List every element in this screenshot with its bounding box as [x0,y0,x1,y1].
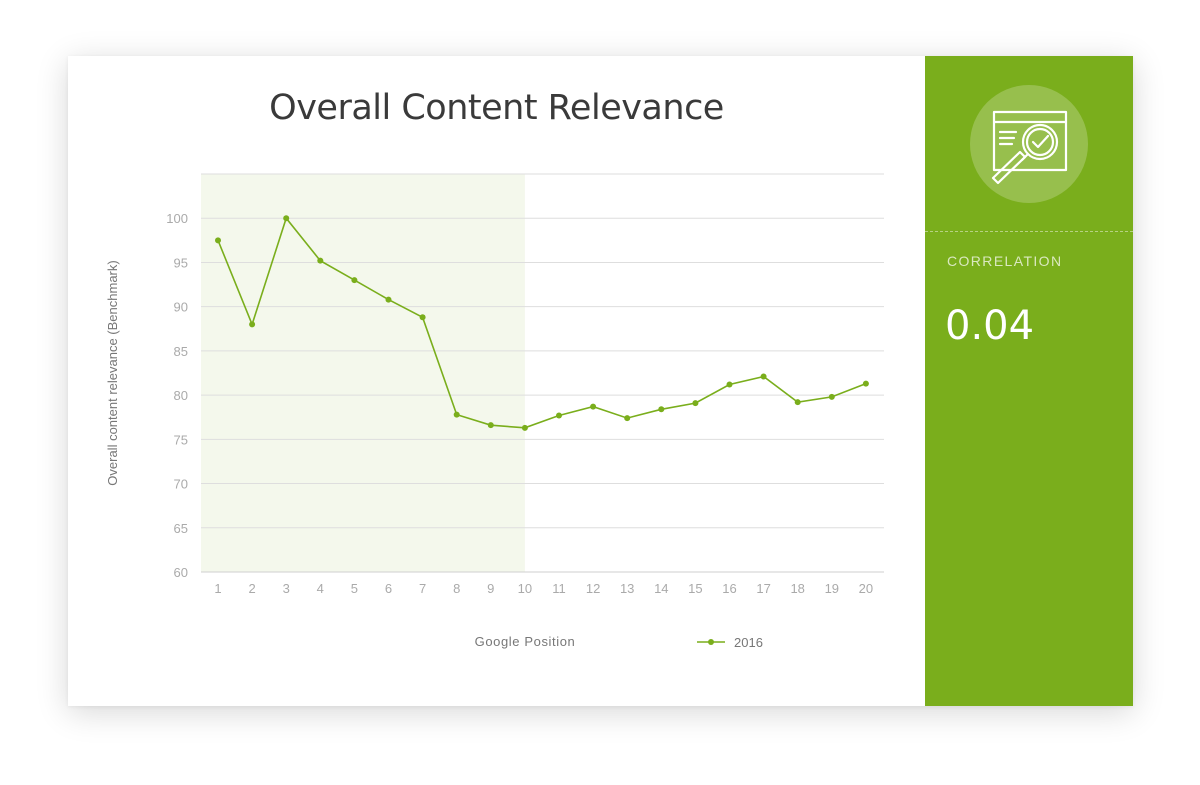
y-tick-label: 60 [174,565,188,580]
correlation-panel: CORRELATION 0.04 [925,56,1133,706]
series-line-2016 [217,216,867,429]
data-point [453,411,460,418]
data-point [590,403,597,410]
x-tick-label: 13 [620,581,634,596]
x-tick-label: 1 [214,581,221,596]
highlight-region [201,174,525,572]
data-point [487,422,494,429]
x-tick-label: 19 [825,581,839,596]
x-tick-label: 20 [859,581,873,596]
y-tick-label: 85 [174,344,188,359]
correlation-label: CORRELATION [947,253,1063,269]
x-tick-label: 4 [317,581,324,596]
panel-divider [925,231,1133,232]
data-point [828,393,835,400]
data-point [215,237,221,244]
data-point [521,424,528,431]
y-tick-label: 70 [174,477,188,492]
x-tick-label: 6 [385,581,392,596]
data-point [385,296,392,303]
series-points-2016 [215,215,869,431]
x-tick-label: 16 [722,581,736,596]
y-axis-label: Overall content relevance (Benchmark) [105,260,120,485]
x-tick-label: 3 [283,581,290,596]
y-tick-label: 75 [174,432,188,447]
y-tick-label: 95 [174,255,188,270]
x-tick-label: 9 [487,581,494,596]
data-point [658,406,665,413]
data-point [283,215,290,222]
x-tick-label: 2 [248,581,255,596]
data-point [556,412,562,419]
legend: 2016 [697,635,763,650]
y-tick-label: 90 [174,300,188,315]
x-tick-label: 10 [518,581,532,596]
legend-marker [708,639,714,645]
y-tick-labels: 60 65 70 75 80 85 90 95 100 [166,211,188,580]
legend-label: 2016 [734,635,763,650]
data-point [794,399,801,406]
y-tick-label: 80 [174,388,188,403]
x-tick-label: 18 [790,581,804,596]
y-tick-label: 100 [166,211,188,226]
y-tick-label: 65 [174,521,188,536]
data-point [351,277,358,284]
x-tick-label: 17 [756,581,770,596]
x-tick-labels: 1 2 3 4 5 6 7 8 9 10 11 12 13 14 15 16 17 18 19 20 [214,581,873,596]
x-axis-label: Google Position [475,634,576,649]
data-point [726,381,733,388]
x-tick-label: 12 [586,581,600,596]
x-tick-label: 7 [419,581,426,596]
x-tick-label: 11 [552,581,566,596]
x-tick-label: 8 [453,581,460,596]
badge-circle [970,85,1088,203]
chart-title: Overall Content Relevance [269,88,724,128]
data-point [317,257,324,264]
data-point [419,314,426,321]
data-point [862,380,869,387]
data-point [692,400,699,407]
x-tick-label: 5 [351,581,358,596]
data-point [760,373,767,380]
x-tick-label: 14 [654,581,668,596]
data-point [249,321,256,328]
grid-lines [201,173,884,573]
browser-magnifier-check-icon [991,110,1068,185]
data-point [624,415,631,422]
correlation-value: 0.04 [945,303,1035,349]
x-tick-label: 15 [688,581,702,596]
